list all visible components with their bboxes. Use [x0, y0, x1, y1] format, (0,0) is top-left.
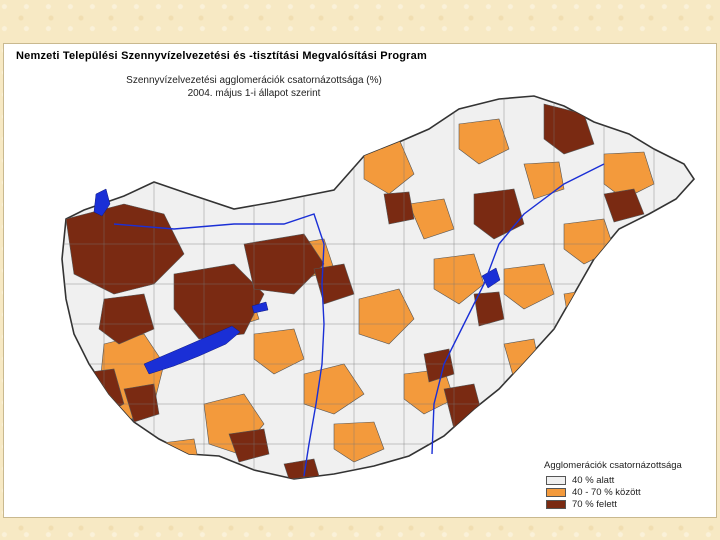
legend-title: Agglomerációk csatornázottsága: [544, 460, 682, 471]
legend-swatch-low: [546, 475, 566, 485]
map-subtitle-line2: 2004. május 1-i állapot szerint: [187, 88, 321, 99]
lake-fertő: [93, 188, 111, 217]
lake-balaton: [143, 325, 241, 375]
river-tisza: [431, 163, 605, 455]
legend-item-low: 40 % alatt: [546, 474, 716, 486]
map-panel: Nemzeti Települési Szennyvízelvezetési é…: [3, 43, 717, 518]
regions-40-70: [98, 118, 655, 470]
map-subtitle: Szennyvízelvezetési agglomerációk csator…: [104, 74, 404, 100]
legend-item-mid: 40 - 70 % között: [546, 486, 716, 498]
river-danube: [113, 213, 325, 477]
agglomeration-regions: [64, 96, 694, 479]
map-subtitle-line1: Szennyvízelvezetési agglomerációk csator…: [126, 75, 382, 86]
hungary-map: [61, 95, 696, 480]
legend-label-mid: 40 - 70 % között: [572, 486, 641, 498]
lake-velence: [251, 301, 269, 314]
legend-label-high: 70 % felett: [572, 498, 617, 510]
legend-swatch-high: [546, 499, 566, 509]
rivers: [113, 163, 605, 477]
legend-item-high: 70 % felett: [546, 498, 716, 510]
water-bodies: [93, 188, 501, 375]
lake-tisza: [481, 267, 501, 289]
legend-swatch-mid: [546, 487, 566, 497]
legend-label-low: 40 % alatt: [572, 474, 615, 486]
map-header: Nemzeti Települési Szennyvízelvezetési é…: [16, 50, 427, 62]
map-legend: Agglomerációk csatornázottsága 40 % alat…: [544, 460, 716, 510]
